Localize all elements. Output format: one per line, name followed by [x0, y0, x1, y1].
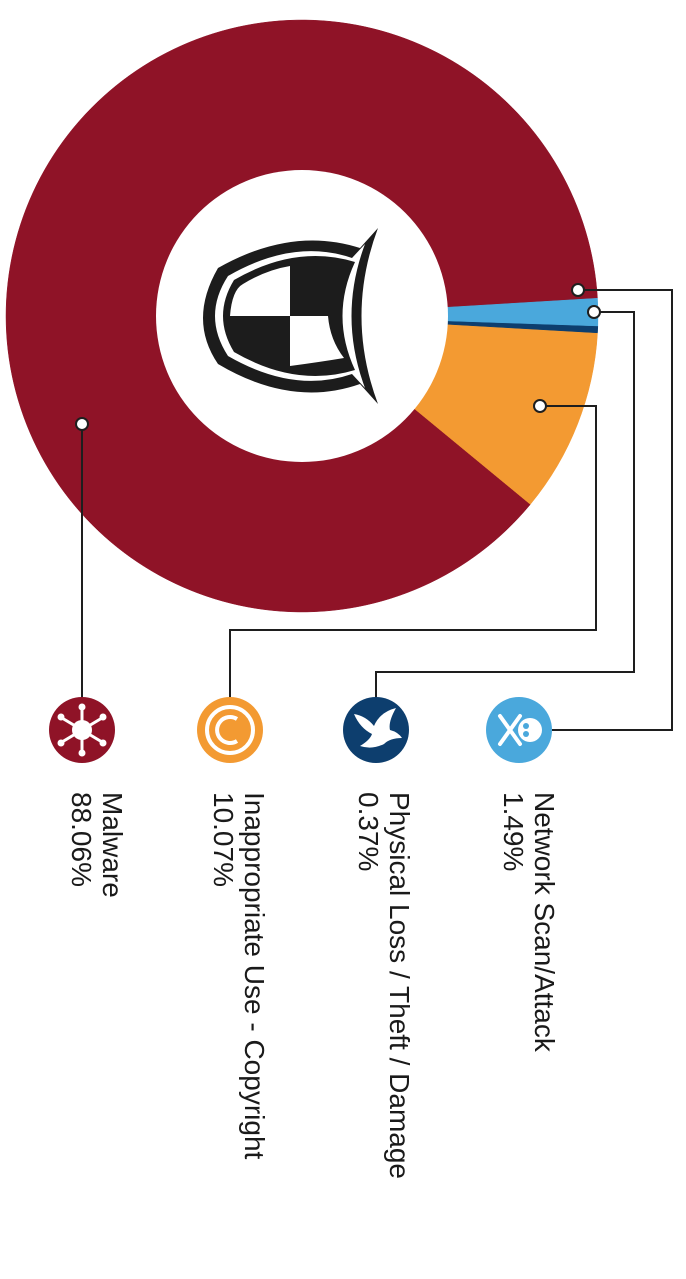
dot-malware — [75, 417, 89, 431]
leader-dots — [75, 283, 601, 431]
legend-name-copyright: Inappropriate Use - Copyright — [239, 792, 270, 1160]
legend-value-physical: 0.37% — [353, 792, 384, 871]
leader-line-copyright — [229, 405, 597, 716]
legend-value-network: 1.49% — [498, 792, 529, 871]
legend-label-network: Network Scan/Attack 1.49% — [498, 792, 560, 1053]
legend-label-physical: Physical Loss / Theft / Damage 0.37% — [353, 792, 415, 1179]
dot-physical — [587, 305, 601, 319]
dot-copyright — [533, 399, 547, 413]
legend-value-malware: 88.06% — [66, 792, 97, 887]
legend-label-malware: Malware 88.06% — [66, 792, 128, 898]
virus-icon — [49, 697, 115, 763]
legend-value-copyright: 10.07% — [208, 792, 239, 887]
skull-crossbones-icon — [486, 697, 552, 763]
copyright-icon — [197, 697, 263, 763]
leader-lines — [81, 289, 673, 731]
dot-network — [571, 283, 585, 297]
leader-line-network — [552, 289, 673, 731]
shield-icon — [203, 228, 378, 404]
legend-name-physical: Physical Loss / Theft / Damage — [384, 792, 415, 1179]
legend-name-malware: Malware — [97, 792, 128, 898]
bird-icon — [343, 697, 409, 763]
legend-name-network: Network Scan/Attack — [529, 792, 560, 1053]
legend-label-copyright: Inappropriate Use - Copyright 10.07% — [208, 792, 270, 1160]
leader-line-physical — [375, 311, 635, 716]
